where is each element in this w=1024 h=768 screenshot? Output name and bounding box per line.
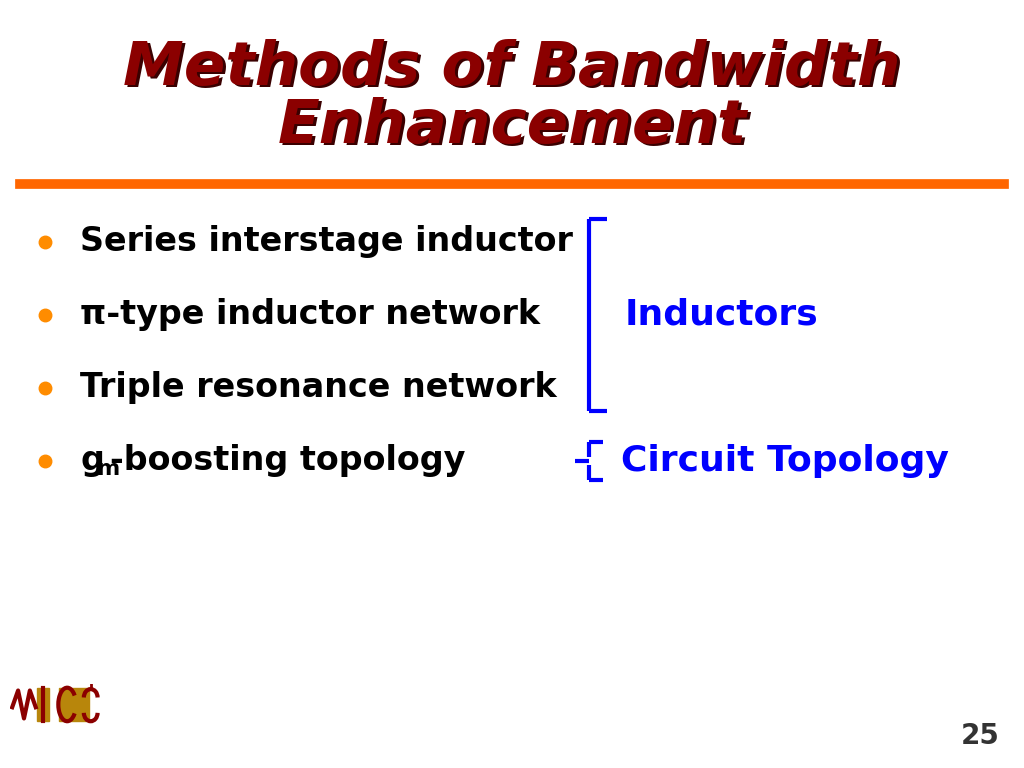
- Text: Triple resonance network: Triple resonance network: [80, 372, 557, 404]
- Text: Inductors: Inductors: [625, 298, 818, 332]
- Text: g: g: [80, 445, 103, 477]
- Text: Methods of Bandwidth: Methods of Bandwidth: [126, 41, 904, 101]
- Text: m: m: [96, 458, 119, 478]
- Text: Series interstage inductor: Series interstage inductor: [80, 226, 572, 258]
- Text: Enhancement: Enhancement: [281, 100, 750, 158]
- Text: Methods of Bandwidth: Methods of Bandwidth: [123, 38, 901, 98]
- Bar: [59, 687, 89, 721]
- Text: Circuit Topology: Circuit Topology: [621, 444, 948, 478]
- Text: -boosting topology: -boosting topology: [110, 445, 465, 477]
- Bar: [37, 687, 48, 721]
- Text: π-type inductor network: π-type inductor network: [80, 299, 540, 331]
- Text: 25: 25: [962, 722, 1000, 750]
- Text: Enhancement: Enhancement: [278, 97, 746, 155]
